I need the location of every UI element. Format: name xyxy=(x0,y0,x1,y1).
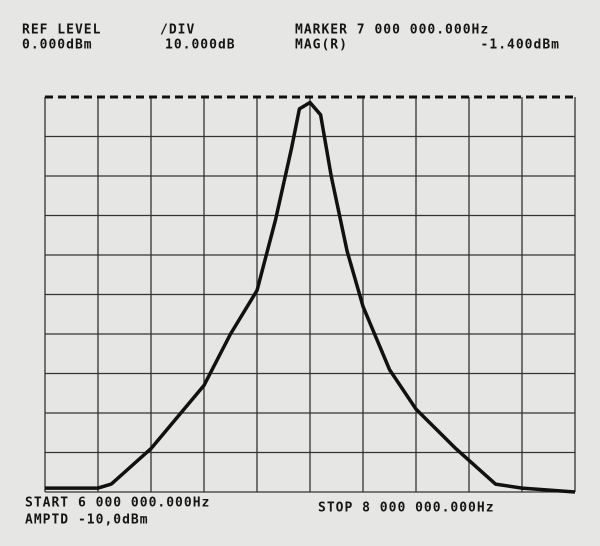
marker-label: MARKER 7 000 000.000Hz xyxy=(295,23,489,38)
ref-level-label: REF LEVEL xyxy=(22,23,101,38)
trace xyxy=(45,100,576,494)
div-value: 10.000dB xyxy=(165,38,236,53)
amptd-label: AMPTD -10,0dBm xyxy=(25,513,149,528)
ref-level-value: 0.000dBm xyxy=(22,38,93,53)
mag-label: MAG(R) xyxy=(295,38,348,53)
start-label: START 6 000 000.000Hz xyxy=(25,496,210,511)
div-label: /DIV xyxy=(160,23,195,38)
mag-value: -1.400dBm xyxy=(481,38,560,53)
stop-label: STOP 8 000 000.000Hz xyxy=(318,501,495,516)
